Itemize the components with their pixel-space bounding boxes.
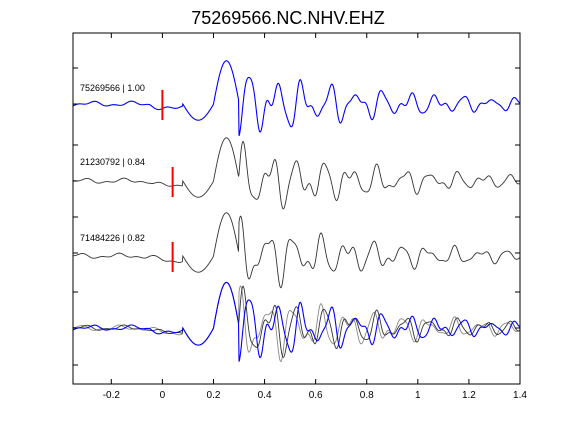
overlay-trace	[72, 281, 521, 362]
x-tick-label: 0.6	[309, 390, 323, 401]
x-tick-label: 0	[160, 390, 166, 401]
x-tick-label: 0.8	[360, 390, 374, 401]
trace-label: 71484226 | 0.82	[80, 233, 145, 243]
chart-title: 75269566.NC.NHV.EHZ	[191, 8, 384, 28]
x-tick-label: 1	[415, 390, 421, 401]
trace-label: 75269566 | 1.00	[80, 83, 145, 93]
overlay-trace	[72, 281, 521, 363]
x-tick-label: -0.2	[103, 390, 121, 401]
waveform-trace	[72, 212, 521, 289]
trace-labels: 75269566 | 1.00 21230792 | 0.84 71484226 |…	[80, 83, 145, 243]
y-ticks	[73, 67, 520, 366]
waveform-trace	[72, 137, 521, 210]
x-tick-label: 0.2	[207, 390, 221, 401]
waveform-trace	[72, 60, 521, 137]
overlay-trace	[72, 281, 521, 358]
trace-label: 21230792 | 0.84	[80, 157, 145, 167]
x-tick-label: 0.4	[258, 390, 272, 401]
axes-frame	[72, 32, 521, 385]
pick-markers	[161, 90, 174, 272]
x-ticks: -0.2 0 0.2 0.4 0.6 0.8 1 1.2 1.4	[103, 33, 527, 401]
x-tick-label: 1.4	[513, 390, 527, 401]
traces-layer	[72, 60, 521, 363]
x-tick-label: 1.2	[462, 390, 476, 401]
